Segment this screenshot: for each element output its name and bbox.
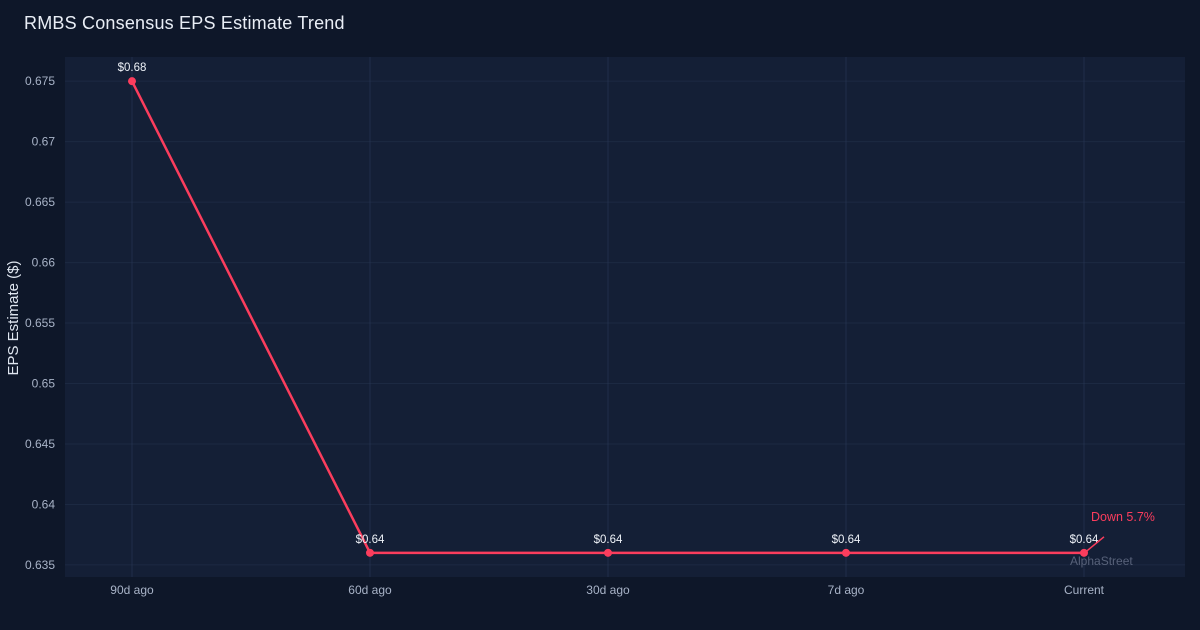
annotation-down: Down 5.7% [1091, 510, 1155, 524]
x-tick-label: 90d ago [110, 583, 154, 597]
plot-area [65, 57, 1185, 577]
x-tick-label: Current [1064, 583, 1105, 597]
y-tick-label: 0.65 [32, 377, 56, 391]
x-tick-label: 30d ago [586, 583, 630, 597]
y-tick-label: 0.665 [25, 195, 55, 209]
y-tick-label: 0.645 [25, 437, 55, 451]
watermark: AlphaStreet [1070, 554, 1133, 568]
x-tick-label: 7d ago [828, 583, 865, 597]
data-point[interactable] [842, 548, 850, 557]
y-tick-label: 0.675 [25, 74, 55, 88]
x-tick-label: 60d ago [348, 583, 392, 597]
y-tick-label: 0.655 [25, 316, 55, 330]
data-point-label: $0.64 [832, 534, 861, 546]
y-tick-label: 0.635 [25, 558, 55, 572]
data-point-label: $0.68 [118, 62, 147, 74]
data-point[interactable] [604, 548, 612, 557]
data-point[interactable] [128, 77, 136, 86]
data-point-label: $0.64 [356, 534, 385, 546]
y-tick-label: 0.64 [32, 497, 56, 511]
data-point[interactable] [1080, 548, 1088, 557]
annotation-connector [1086, 536, 1105, 552]
data-point[interactable] [366, 548, 374, 557]
y-tick-label: 0.66 [32, 256, 56, 270]
data-point-label: $0.64 [1070, 534, 1099, 546]
data-point-label: $0.64 [594, 534, 623, 546]
page-title: RMBS Consensus EPS Estimate Trend [24, 13, 345, 33]
y-tick-label: 0.67 [32, 135, 56, 149]
